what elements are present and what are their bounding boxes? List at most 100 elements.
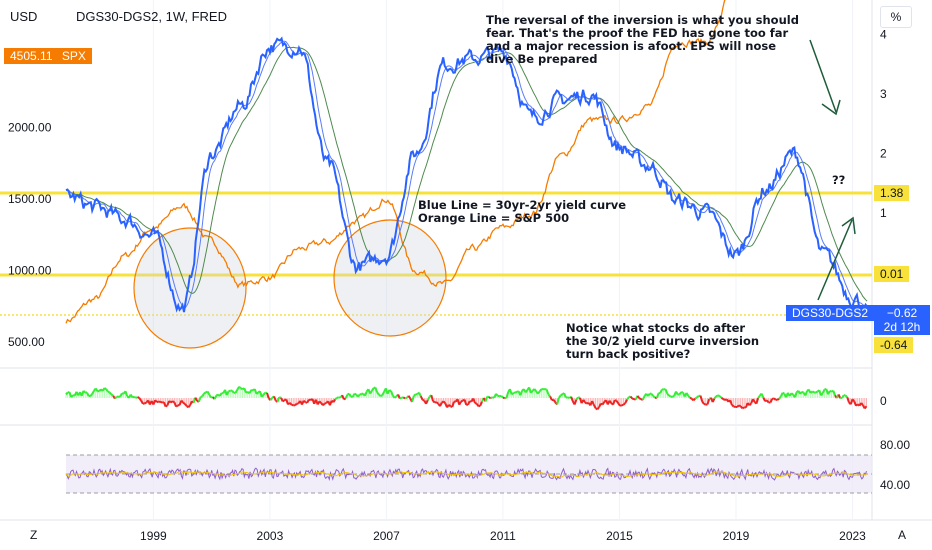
- osc-line: [855, 403, 859, 407]
- osc-line: [324, 401, 327, 405]
- osc-line: [778, 395, 782, 400]
- osc-line: [675, 391, 679, 395]
- osc-line: [82, 390, 86, 394]
- osc-line: [287, 402, 291, 406]
- osc-line: [519, 390, 524, 396]
- osc-line: [474, 402, 478, 405]
- osc-line: [348, 393, 352, 397]
- osc-line: [442, 400, 447, 404]
- osc-line: [479, 401, 483, 407]
- osc-line: [194, 397, 198, 402]
- osc-line: [547, 393, 551, 398]
- osc-line: [488, 396, 492, 400]
- osc-line: [841, 394, 845, 399]
- osc-line: [692, 397, 696, 402]
- right-axis: 1 2 3 4 0 80.00 40.00: [880, 27, 910, 492]
- pane-tick-label: 40.00: [880, 478, 910, 492]
- osc-line: [809, 390, 814, 394]
- osc-line: [291, 403, 294, 407]
- auto-scale-button[interactable]: A: [898, 528, 907, 542]
- osc-line: [425, 399, 429, 405]
- osc-line: [463, 399, 468, 406]
- osc-line: [617, 402, 621, 407]
- osc-line: [631, 397, 635, 401]
- osc-line: [608, 400, 613, 404]
- osc-line: [322, 402, 326, 407]
- osc-line: [413, 393, 417, 397]
- osc-line: [713, 395, 717, 400]
- osc-line: [306, 399, 310, 404]
- currency-button[interactable]: USD: [10, 9, 38, 24]
- osc-line: [701, 400, 705, 405]
- inversion-circle-2007: [333, 219, 447, 337]
- osc-line: [752, 398, 756, 403]
- osc-line: [380, 394, 383, 397]
- osc-line: [248, 389, 253, 394]
- osc-line: [782, 391, 785, 395]
- spx-label: SPX: [61, 49, 86, 63]
- spx-price-badge: 4505.11 SPX: [4, 48, 92, 64]
- legend-blue-note: Blue Line = 30yr-2yr yield curve: [418, 198, 627, 212]
- osc-line: [567, 396, 570, 399]
- osc-line: [205, 390, 209, 394]
- osc-line: [573, 399, 578, 405]
- osc-line: [615, 400, 620, 404]
- osc-line: [596, 406, 600, 411]
- osc-line: [538, 388, 543, 392]
- osc-line: [832, 390, 836, 396]
- spx-line: [65, 0, 726, 324]
- osc-line: [478, 404, 481, 408]
- osc-line: [359, 392, 362, 396]
- osc-line: [203, 391, 207, 395]
- osc-line: [411, 395, 415, 403]
- osc-line: [114, 396, 118, 400]
- osc-line: [108, 391, 113, 396]
- osc-line: [601, 401, 606, 406]
- x-axis: 1999 2003 2007 2011 2015 2019 2023: [140, 529, 866, 543]
- osc-line: [711, 398, 716, 403]
- osc-line: [332, 398, 337, 403]
- osc-line: [533, 388, 537, 392]
- osc-line: [240, 387, 244, 391]
- osc-line: [771, 397, 775, 400]
- x-tick-label: 2015: [606, 529, 633, 543]
- osc-line: [475, 403, 480, 407]
- osc-line: [129, 394, 134, 398]
- osc-line: [685, 392, 690, 397]
- osc-line: [350, 395, 353, 399]
- zoom-button[interactable]: Z: [30, 528, 38, 542]
- osc-line: [156, 400, 159, 404]
- osc-line: [863, 405, 868, 410]
- osc-line: [486, 395, 490, 399]
- osc-line: [757, 394, 761, 399]
- osc-line: [107, 390, 111, 394]
- osc-line: [524, 389, 529, 394]
- osc-line: [773, 397, 777, 401]
- osc-line: [89, 393, 94, 397]
- yield-curve-ma-short: [65, 40, 868, 309]
- level-label-2: 0.01: [874, 266, 910, 282]
- osc-line: [213, 395, 218, 400]
- osc-line: [187, 404, 191, 409]
- unit-button[interactable]: %: [880, 6, 912, 28]
- osc-line: [722, 398, 726, 401]
- osc-line: [760, 393, 765, 399]
- osc-line: [837, 394, 842, 399]
- osc-line: [289, 402, 293, 406]
- osc-line: [91, 390, 95, 395]
- spx-value: 4505.11: [10, 49, 53, 63]
- osc-line: [769, 398, 774, 403]
- osc-line: [435, 401, 439, 405]
- osc-line: [451, 401, 455, 408]
- osc-line: [168, 400, 172, 404]
- yield-curve-ma-long: [65, 46, 868, 302]
- osc-line: [829, 389, 832, 393]
- osc-line: [511, 392, 515, 396]
- up-arrow: [817, 216, 856, 301]
- osc-line: [334, 397, 338, 401]
- osc-line: [260, 394, 265, 398]
- osc-line: [689, 396, 693, 400]
- osc-line: [652, 395, 656, 399]
- osc-line: [318, 400, 322, 404]
- osc-line: [563, 392, 567, 398]
